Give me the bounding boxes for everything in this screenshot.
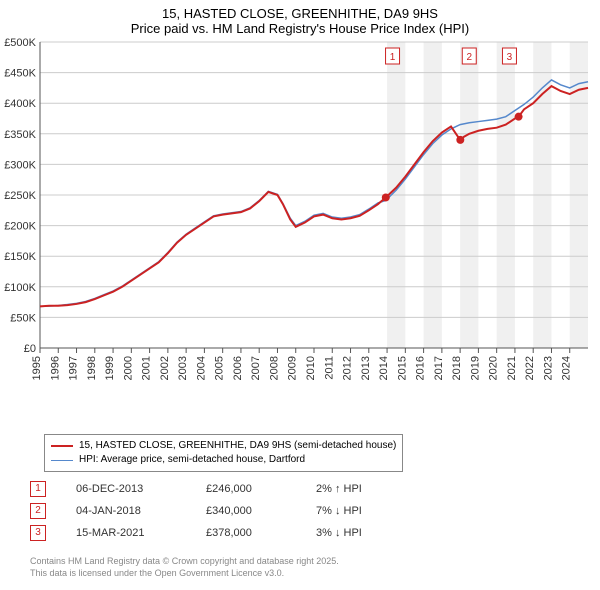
footer-line-2: This data is licensed under the Open Gov… [30,568,339,580]
x-axis-label: 2021 [506,356,518,380]
sales-table: 1 06-DEC-2013£246,0002% ↑ HPI 2 04-JAN-2018… [30,478,416,544]
chart-svg: £0 £50K £100K £150K £200K £250K £300K £350K £400… [0,36,600,396]
sale-marker-number: 2 [466,52,472,63]
x-axis-label: 2020 [488,356,500,380]
x-axis-label: 1999 [104,356,116,380]
sale-row-date: 06-DEC-2013 [76,483,206,495]
x-axis-label: 2004 [195,356,207,380]
x-axis-label: 2015 [396,356,408,380]
x-axis-label: 2011 [323,356,335,380]
title-block: 15, HASTED CLOSE, GREENHITHE, DA9 9HS Pr… [0,0,600,36]
legend-label: 15, HASTED CLOSE, GREENHITHE, DA9 9HS (s… [79,439,396,453]
x-axis-label: 2003 [177,356,189,380]
x-axis-label: 2018 [451,356,463,380]
x-axis-label: 1995 [31,356,43,380]
x-axis-label: 1996 [49,356,61,380]
title-line-1: 15, HASTED CLOSE, GREENHITHE, DA9 9HS [0,6,600,21]
footer-note: Contains HM Land Registry data © Crown c… [30,556,339,579]
sale-row-date: 04-JAN-2018 [76,505,206,517]
x-axis-label: 1997 [68,356,80,380]
y-axis-label: £200K [4,221,36,233]
x-axis-label: 2008 [268,356,280,380]
y-axis-label: £450K [4,68,36,80]
sale-row-delta: 2% ↑ HPI [316,483,416,495]
x-axis-label: 2019 [469,356,481,380]
x-axis-label: 2017 [433,356,445,380]
x-axis-label: 2005 [214,356,226,380]
y-axis-label: £0 [24,343,36,355]
x-axis-label: 2012 [342,356,354,380]
title-line-2: Price paid vs. HM Land Registry's House … [0,21,600,36]
sale-row-number: 2 [30,503,46,519]
footer-line-1: Contains HM Land Registry data © Crown c… [30,556,339,568]
legend-row: 15, HASTED CLOSE, GREENHITHE, DA9 9HS (s… [51,439,396,453]
sale-row-price: £340,000 [206,505,316,517]
x-axis-label: 2001 [141,356,153,380]
y-axis-label: £300K [4,159,36,171]
x-axis-label: 2013 [360,356,372,380]
x-axis-label: 2006 [232,356,244,380]
sale-row-delta: 7% ↓ HPI [316,505,416,517]
y-axis-label: £500K [4,37,36,49]
y-axis-label: £250K [4,190,36,202]
x-axis-label: 2010 [305,356,317,380]
y-axis-label: £150K [4,251,36,263]
legend-box: 15, HASTED CLOSE, GREENHITHE, DA9 9HS (s… [44,434,403,472]
sale-row-price: £378,000 [206,527,316,539]
x-axis-label: 2009 [287,356,299,380]
sale-row-delta: 3% ↓ HPI [316,527,416,539]
legend-swatch [51,445,73,447]
y-axis-label: £100K [4,282,36,294]
sale-marker-number: 3 [507,52,513,63]
x-axis-label: 2014 [378,356,390,380]
x-axis-label: 2002 [159,356,171,380]
legend-row: HPI: Average price, semi-detached house,… [51,453,396,467]
sale-marker-dot [515,113,523,121]
sale-row-date: 15-MAR-2021 [76,527,206,539]
x-axis-label: 2022 [524,356,536,380]
sale-row: 2 04-JAN-2018£340,0007% ↓ HPI [30,500,416,522]
legend-label: HPI: Average price, semi-detached house,… [79,453,305,467]
sale-row-number: 3 [30,525,46,541]
y-axis-label: £50K [10,312,36,324]
x-axis-label: 2024 [561,356,573,380]
sale-marker-dot [456,136,464,144]
sale-marker-number: 1 [390,52,396,63]
x-axis-label: 2007 [250,356,262,380]
y-axis-label: £350K [4,129,36,141]
legend-swatch [51,460,73,461]
sale-row: 3 15-MAR-2021£378,0003% ↓ HPI [30,522,416,544]
sale-row-number: 1 [30,481,46,497]
y-axis-label: £400K [4,98,36,110]
x-axis-label: 2016 [415,356,427,380]
sale-row: 1 06-DEC-2013£246,0002% ↑ HPI [30,478,416,500]
x-axis-label: 2000 [122,356,134,380]
chart-container: 15, HASTED CLOSE, GREENHITHE, DA9 9HS Pr… [0,0,600,590]
sale-marker-dot [382,193,390,201]
x-axis-label: 2023 [542,356,554,380]
x-axis-label: 1998 [86,356,98,380]
sale-row-price: £246,000 [206,483,316,495]
